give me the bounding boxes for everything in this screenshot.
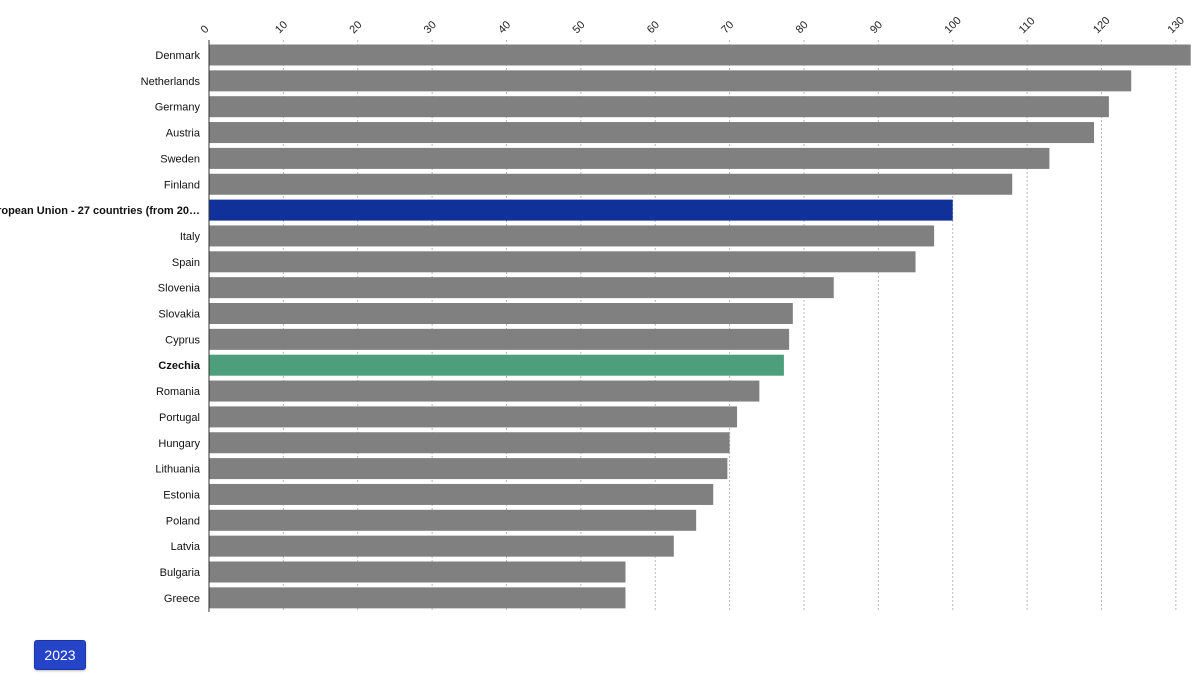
category-label: Latvia [171, 541, 201, 553]
bar [209, 173, 1013, 195]
x-tick-label: 40 [496, 19, 513, 36]
bar [209, 587, 626, 609]
category-label: Greece [164, 593, 200, 605]
x-tick-label: 80 [794, 19, 811, 36]
category-label: Lithuania [155, 464, 201, 476]
bar [209, 483, 714, 505]
bar [209, 432, 730, 454]
x-tick-label: 100 [942, 15, 963, 36]
x-tick-label: 60 [645, 19, 662, 36]
bar [209, 535, 674, 557]
x-tick-label: 130 [1165, 15, 1186, 36]
x-tick-label: 10 [273, 19, 290, 36]
bar [209, 96, 1109, 118]
bar [209, 354, 784, 376]
category-label: European Union - 27 countries (from 20… [0, 205, 200, 217]
year-button[interactable]: 2023 [34, 640, 86, 670]
bar [209, 199, 953, 221]
bar [209, 509, 697, 531]
bar [209, 303, 793, 324]
bar [209, 44, 1191, 66]
category-label: Slovakia [158, 309, 200, 321]
bar [209, 122, 1095, 144]
bar [209, 225, 935, 247]
category-label: Netherlands [141, 76, 201, 88]
category-label: Sweden [160, 153, 200, 165]
bar [209, 147, 1050, 169]
bar [209, 561, 626, 583]
bar [209, 328, 790, 350]
bar [209, 277, 834, 299]
bar [209, 70, 1132, 92]
x-tick-label: 30 [422, 19, 439, 36]
bar [209, 380, 760, 402]
x-tick-label: 110 [1017, 15, 1038, 36]
bar [209, 251, 916, 273]
bar-chart: 0 10 20 30 40 50 60 70 80 90 100 110 120 130 Denmark Ne… [0, 15, 1191, 612]
category-label: Germany [155, 102, 201, 114]
category-label: Poland [166, 515, 200, 527]
category-label: Romania [156, 386, 201, 398]
x-tick-label: 0 [199, 23, 212, 36]
category-label: Slovenia [158, 283, 201, 295]
category-label: Spain [172, 257, 200, 269]
x-tick-label: 50 [570, 19, 587, 36]
category-label: Bulgaria [160, 567, 201, 579]
bar [209, 458, 728, 480]
category-label: Hungary [158, 438, 200, 450]
x-tick-label: 70 [719, 19, 736, 36]
x-tick-label: 120 [1091, 15, 1112, 36]
x-tick-label: 90 [868, 19, 885, 36]
x-tick-label: 20 [347, 19, 364, 36]
category-label: Finland [164, 179, 200, 191]
category-label: Denmark [155, 50, 200, 62]
category-label: Portugal [159, 412, 200, 424]
bar [209, 406, 738, 428]
category-label: Austria [166, 128, 201, 140]
category-label: Italy [180, 231, 201, 243]
category-label: Estonia [163, 489, 201, 501]
category-label: Czechia [158, 360, 200, 372]
category-label: Cyprus [165, 334, 200, 346]
